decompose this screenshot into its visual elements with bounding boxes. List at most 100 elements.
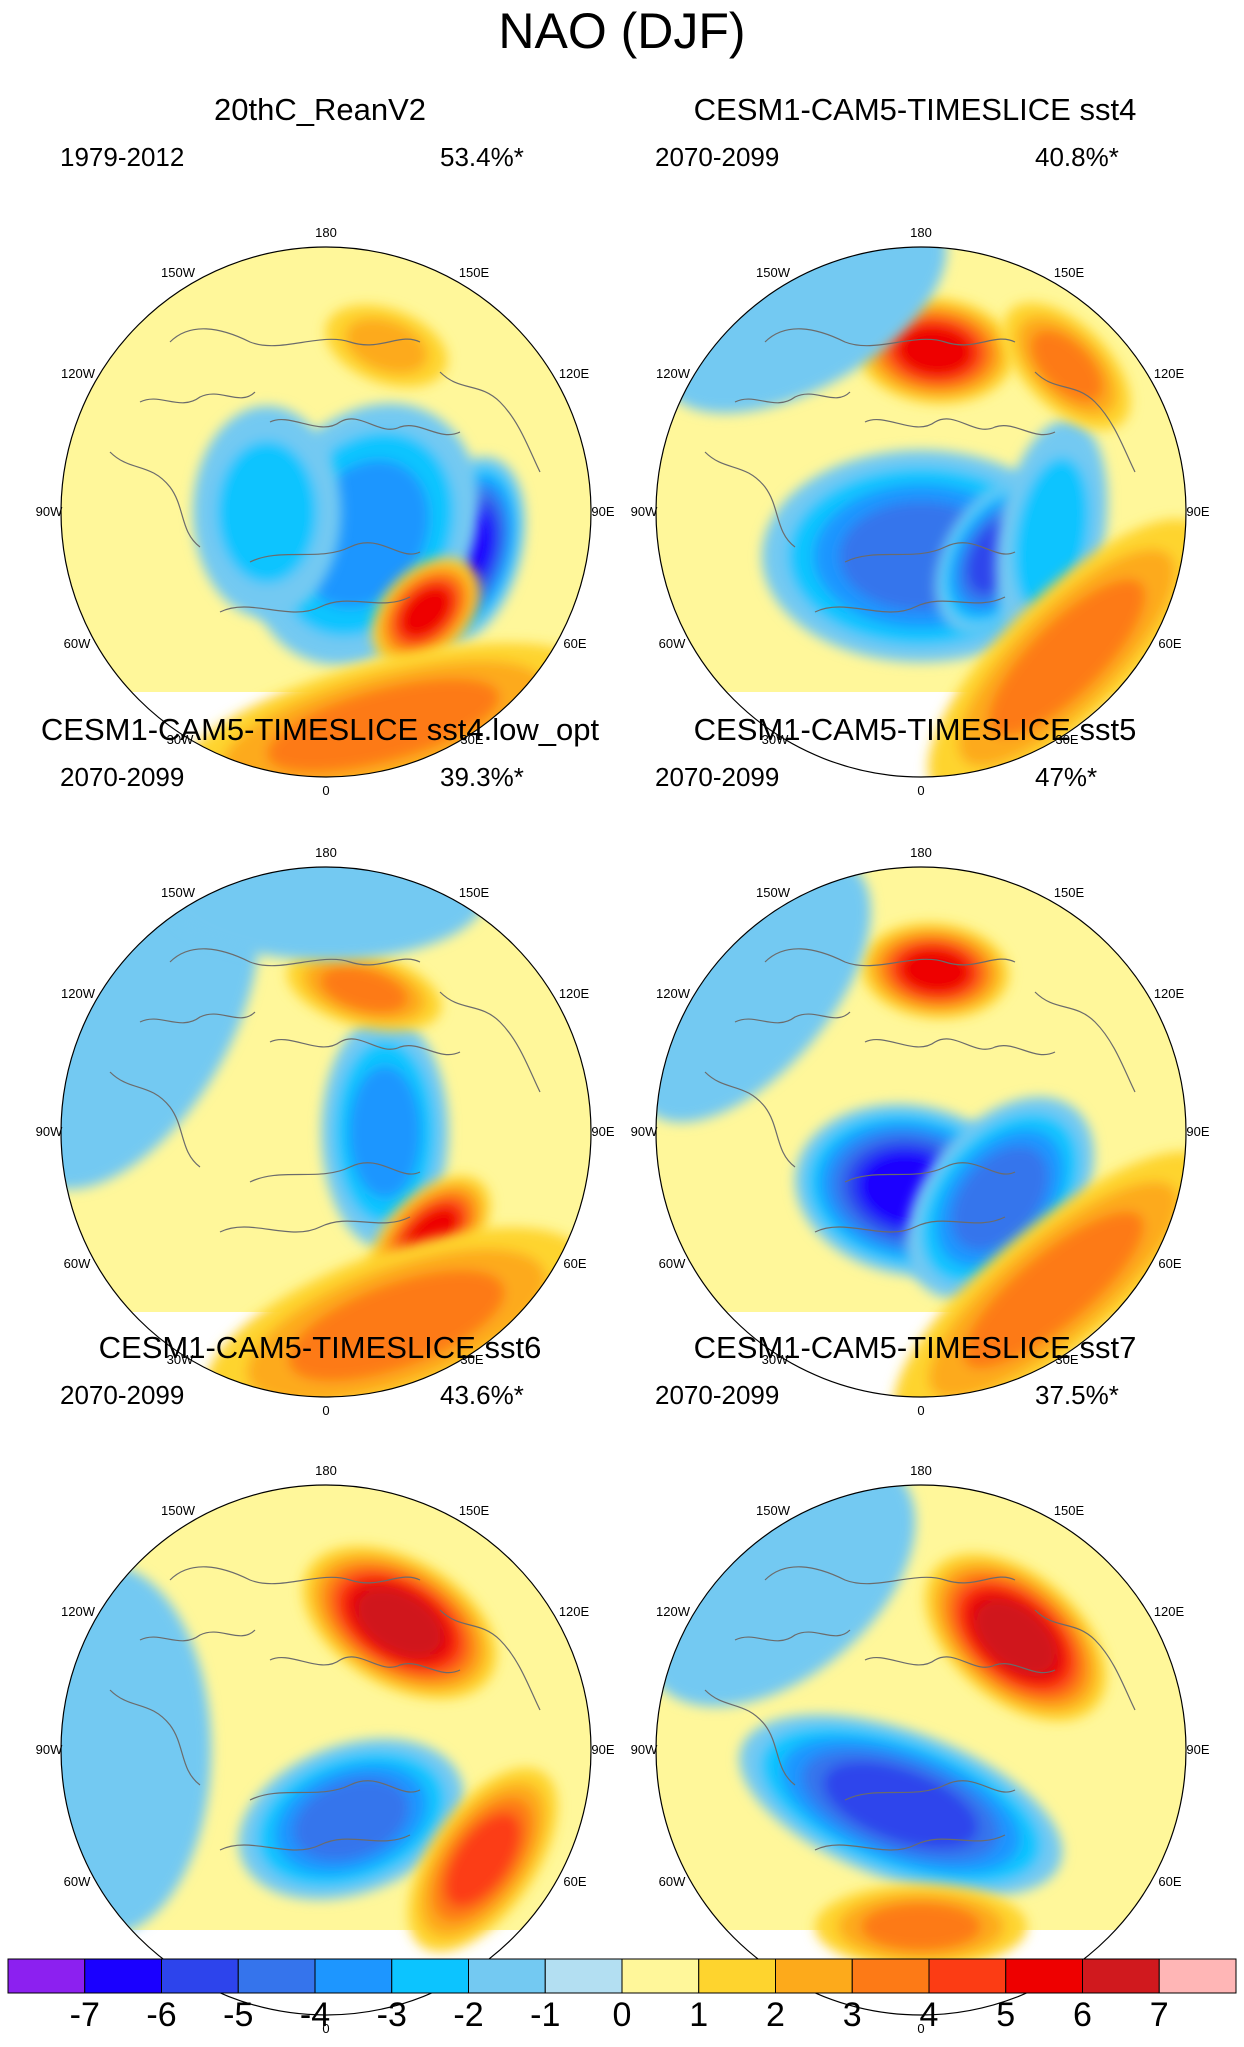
longitude-label: 120W (61, 1604, 96, 1619)
contour-level (348, 1065, 421, 1199)
longitude-label: 120E (1154, 1604, 1185, 1619)
panel-4: CESM1-CAM5-TIMESLICE sst5 2070-2099 47%* 18… (615, 712, 1215, 1418)
coastline (439, 371, 541, 473)
colorbar-tick-label: -2 (453, 1996, 484, 2034)
longitude-label: 60W (64, 1874, 91, 1889)
longitude-label: 90E (1186, 1124, 1209, 1139)
longitude-label: 180 (910, 845, 932, 860)
panel-variance: 37.5%* (1035, 1380, 1119, 1410)
colorbar-box (1158, 1958, 1237, 1994)
anomaly-high-2 (924, 1553, 1107, 1721)
longitude-label: 150E (1054, 885, 1085, 900)
map-border (60, 246, 592, 778)
colorbar-box (621, 1958, 700, 1994)
panel-title: CESM1-CAM5-TIMESLICE sst7 (693, 1330, 1137, 1365)
contour-level (1030, 330, 1103, 403)
map-border (655, 246, 1187, 778)
anomaly-low-1 (321, 1015, 449, 1249)
longitude-label: 90W (36, 1124, 63, 1139)
coastline (864, 1038, 1056, 1056)
anomaly-high-3 (408, 1767, 558, 1952)
coastline (844, 1162, 1016, 1183)
colorbar-tick-label: 0 (612, 1996, 632, 2034)
panel-title: CESM1-CAM5-TIMESLICE sst4 (693, 92, 1137, 127)
figure-title: NAO (DJF) (498, 3, 746, 59)
longitude-label: 120W (656, 1604, 691, 1619)
contour-level (656, 867, 871, 1123)
panel-variance: 43.6%* (440, 1380, 524, 1410)
longitude-label: 150W (161, 1503, 196, 1518)
colorbar-box (314, 1958, 393, 1994)
contour-level (897, 325, 974, 377)
longitude-label: 120E (1154, 986, 1185, 1001)
map-border (60, 1484, 592, 2016)
map-border (60, 866, 592, 1398)
longitude-label: 90E (1186, 504, 1209, 519)
longitude-label: 150W (756, 1503, 791, 1518)
coastline (844, 542, 1016, 563)
map-border (655, 1484, 1187, 2016)
longitude-label: 0 (322, 1403, 329, 1418)
anomaly-low-5 (61, 867, 259, 1190)
panel-title: CESM1-CAM5-TIMESLICE sst6 (98, 1330, 542, 1365)
contour-level (320, 966, 408, 1014)
coastline (269, 1656, 461, 1674)
panel-title: 20thC_ReanV2 (214, 92, 426, 127)
coastline (1034, 991, 1136, 1093)
panel-1: 20thC_ReanV2 1979-2012 53.4%* 180 150W 150E 12… (20, 92, 620, 798)
longitude-label: 120W (656, 986, 691, 1001)
anomaly-high-2 (302, 1546, 497, 1699)
colorbar (0, 1955, 1244, 2042)
coastline (219, 596, 411, 613)
coastline (109, 1071, 201, 1168)
longitude-label: 30W (762, 732, 789, 747)
colorbar-tick-label: 3 (842, 1996, 862, 2034)
colorbar-tick-label: 7 (1149, 1996, 1169, 2034)
colorbar-box (237, 1958, 316, 1994)
coastline (249, 542, 421, 563)
panel-period: 2070-2099 (655, 762, 780, 792)
anomaly-high-6 (928, 519, 1186, 777)
longitude-label: 0 (917, 783, 924, 798)
longitude-label: 120W (656, 366, 691, 381)
contour-level (659, 247, 947, 414)
colorbar-box (84, 1958, 162, 1994)
anomaly-low-5 (656, 867, 871, 1123)
longitude-label: 120E (559, 1604, 590, 1619)
coastline (814, 1216, 1006, 1233)
contour-level (167, 867, 485, 961)
panel-variance: 39.3%* (440, 762, 524, 792)
anomaly-high-3 (815, 1884, 1027, 1970)
longitude-label: 60W (64, 1256, 91, 1271)
contour-level (345, 318, 428, 374)
coastline (864, 418, 1056, 436)
anomaly-high-5 (1003, 302, 1131, 430)
contour-level (266, 678, 500, 772)
colorbar-tick-label: -1 (530, 1996, 561, 2034)
coastline (219, 1216, 411, 1233)
coastline (169, 1566, 421, 1585)
anomaly-low-1 (739, 1714, 1063, 1897)
anomaly-low-4 (61, 1564, 212, 1936)
colorbar-box (391, 1958, 469, 1994)
anomaly-high-5 (177, 642, 589, 777)
longitude-label: 120E (559, 366, 590, 381)
contour-level (963, 1211, 1144, 1369)
colorbar-box (7, 1958, 86, 1994)
anomaly-low-3 (192, 406, 342, 618)
coastline (734, 391, 851, 404)
panel-period: 2070-2099 (60, 1380, 185, 1410)
longitude-label: 90W (631, 1124, 658, 1139)
panel-variance: 40.8%* (1035, 142, 1119, 172)
colorbar-tick-label: -6 (146, 1996, 177, 2034)
longitude-label: 30W (762, 1352, 789, 1367)
anomaly-low-6 (167, 867, 485, 961)
contour-level (399, 585, 452, 638)
coastline (109, 451, 201, 548)
longitude-label: 30E (1055, 732, 1078, 747)
coastline (219, 1834, 411, 1851)
contour-level (860, 1902, 982, 1951)
